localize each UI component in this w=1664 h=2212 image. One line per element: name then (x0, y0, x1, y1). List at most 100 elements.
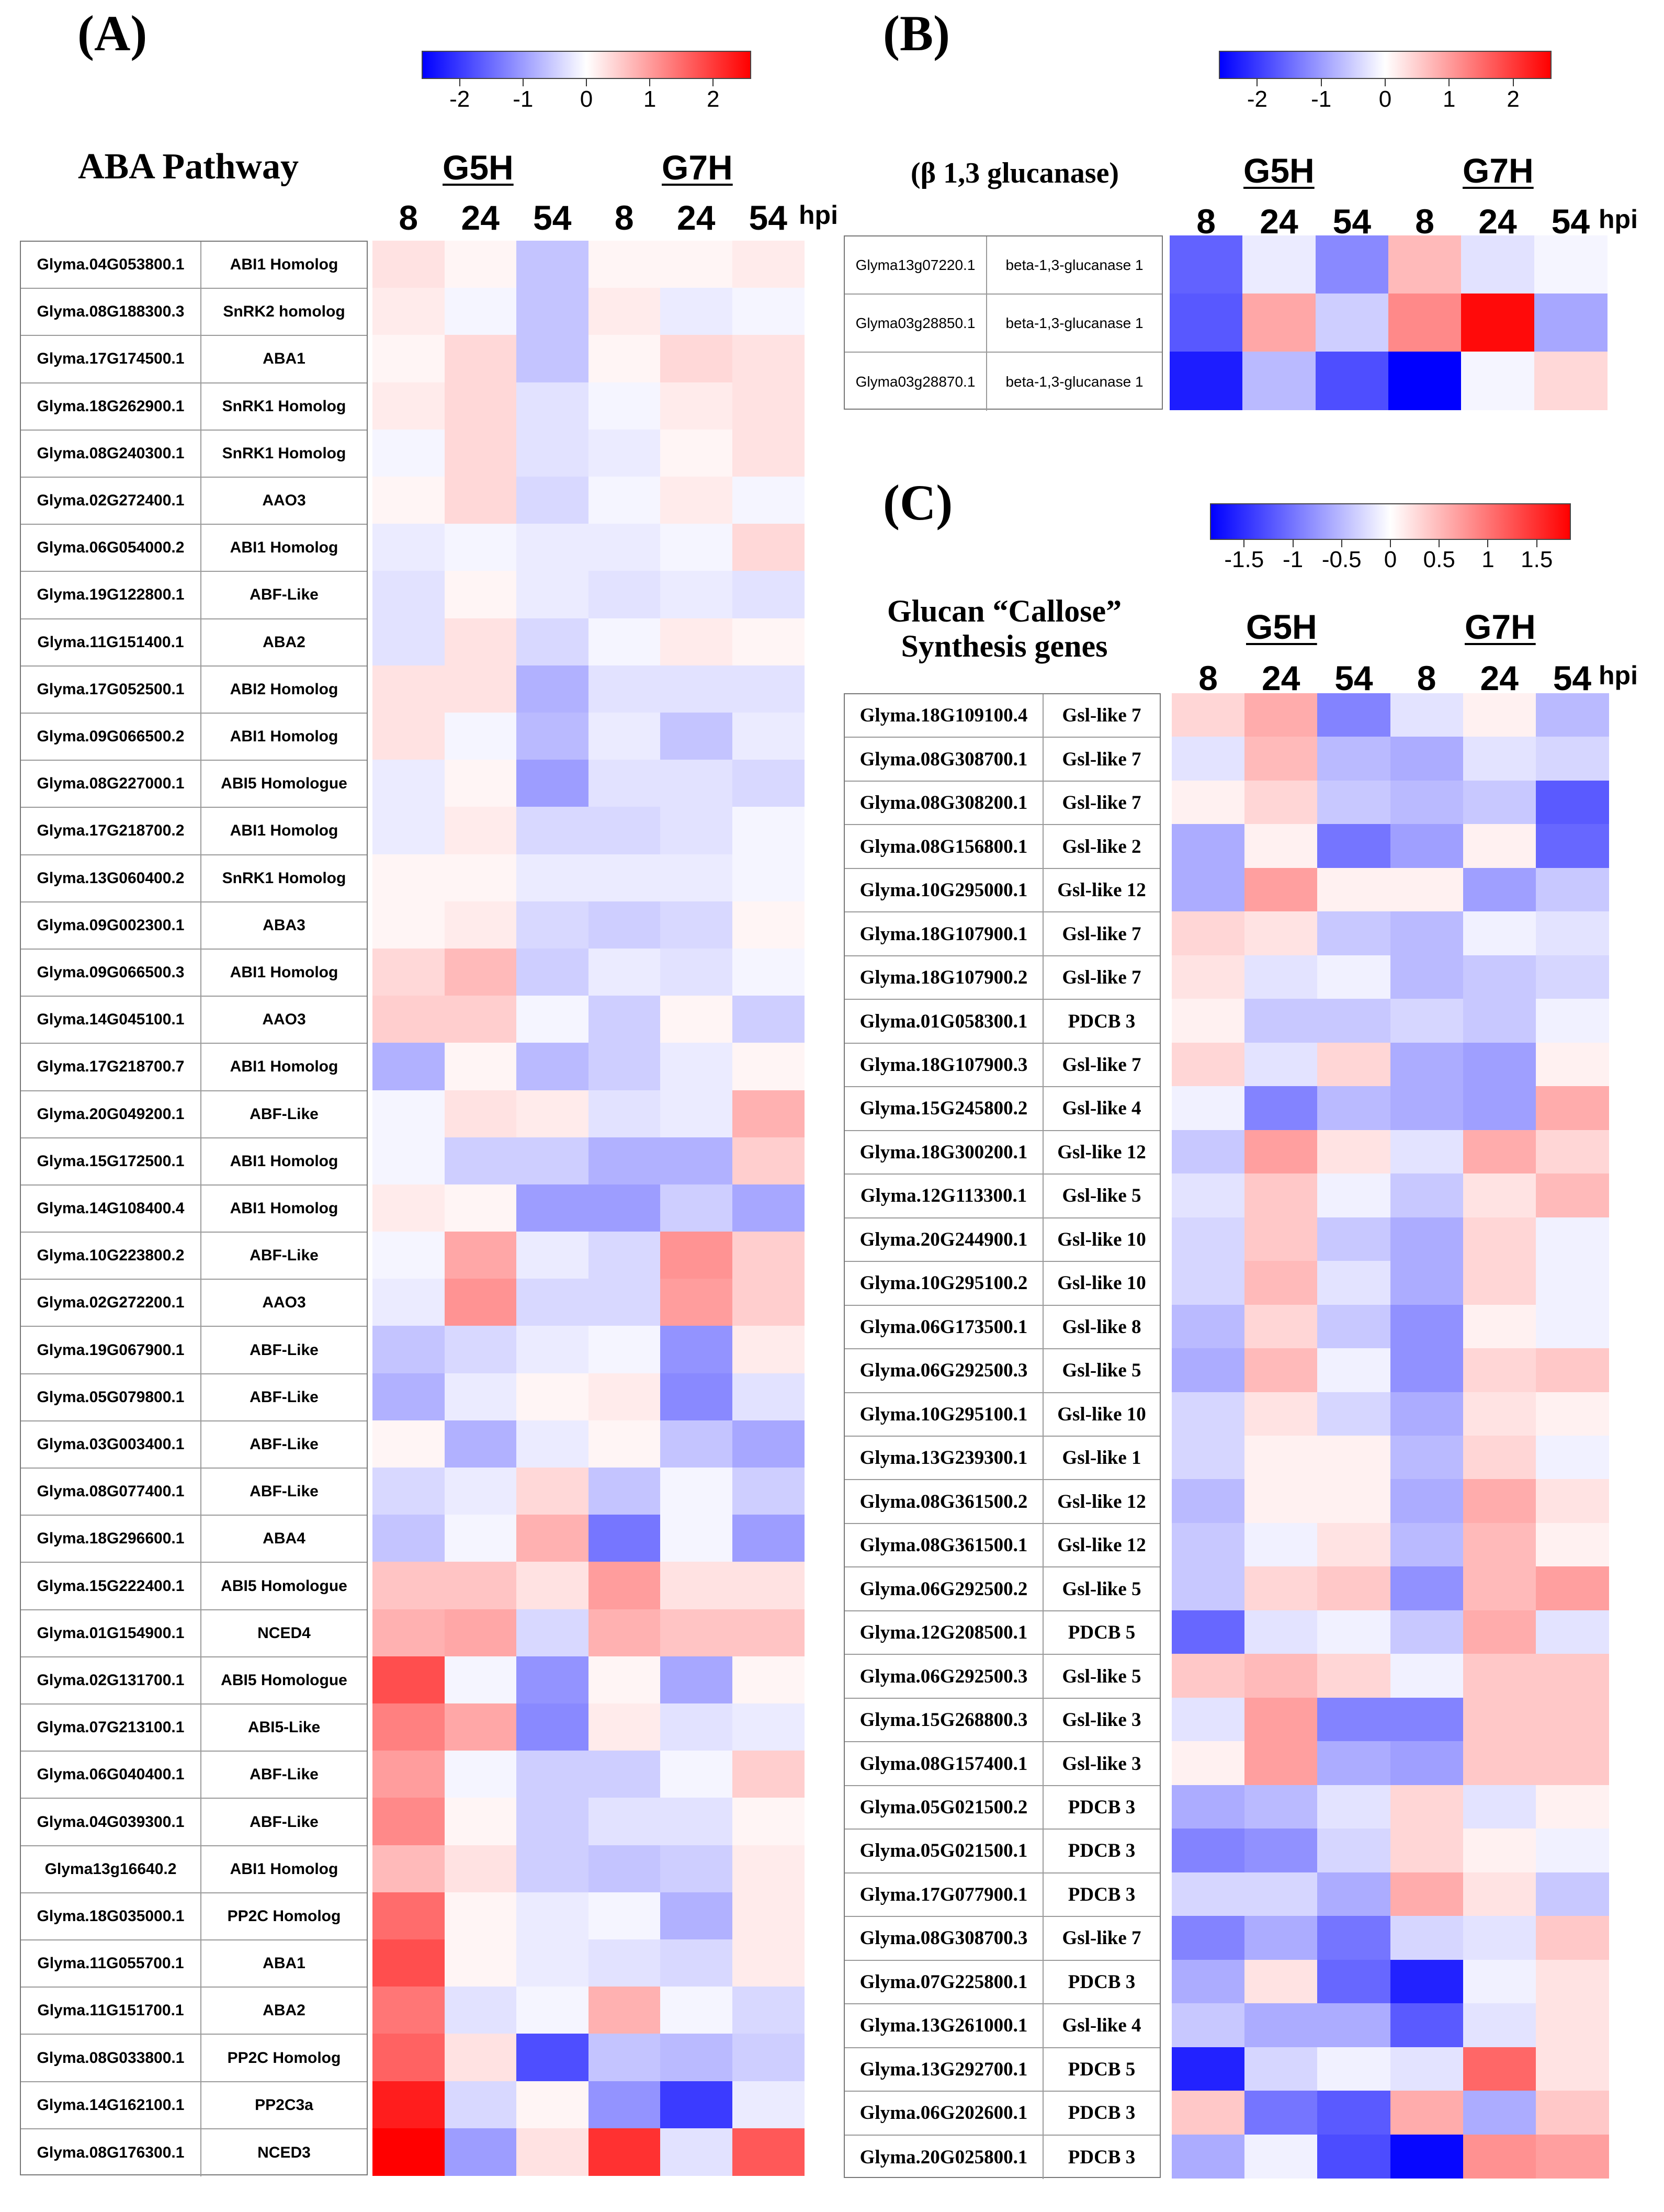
colorbar-tick-mark (459, 79, 460, 86)
heatmap-cell (1317, 1261, 1391, 1305)
gene-id: Glyma03g28850.1 (845, 295, 987, 352)
heatmap-cell (660, 618, 733, 666)
heatmap-cell (660, 948, 733, 996)
gene-id: Glyma.08G361500.2 (845, 1480, 1044, 1523)
gene-annotation: Gsl-like 7 (1062, 792, 1141, 814)
heatmap-cell (732, 1420, 805, 1468)
gene-annotation: Gsl-like 5 (1062, 1665, 1141, 1687)
gene-annotation: Gsl-like 10 (1057, 1228, 1146, 1250)
heatmap-cell (732, 948, 805, 996)
gene-id: Glyma.05G079800.1 (21, 1374, 201, 1420)
heatmap-cell (1172, 1304, 1245, 1349)
gene-id: Glyma.06G292500.2 (845, 1567, 1044, 1610)
heatmap-cell (1317, 1785, 1391, 1829)
gene-id: Glyma.08G361500.1 (845, 1523, 1044, 1567)
heatmap-cell (444, 807, 517, 855)
gene-annotation: Gsl-like 4 (1062, 1098, 1141, 1120)
heatmap-cell (1317, 2047, 1391, 2091)
heatmap-cell (516, 1373, 589, 1421)
gene-row: Glyma.08G176300.1 NCED3 (21, 2129, 367, 2176)
panel-c-letter: (C) (883, 475, 953, 531)
heatmap-cell (1172, 955, 1245, 999)
gene-id: Glyma.11G151400.1 (21, 619, 201, 665)
heatmap-cell (660, 2081, 733, 2129)
timepoint-label: 54 (749, 198, 787, 237)
gene-row: Glyma.12G113300.1 Gsl-like 5 (845, 1175, 1160, 1218)
heatmap-cell (1535, 2091, 1609, 2135)
heatmap-cell (444, 1987, 517, 2034)
heatmap-cell (1390, 1436, 1464, 1480)
panel-c-heatmap (1172, 693, 1609, 2179)
gene-annotation: NCED3 (257, 2143, 311, 2161)
heatmap-cell (444, 1043, 517, 1091)
heatmap-cell (444, 288, 517, 335)
gene-id: Glyma.15G222400.1 (21, 1563, 201, 1609)
heatmap-cell (660, 665, 733, 713)
gene-row: Glyma.08G308700.3 Gsl-like 7 (845, 1917, 1160, 1961)
heatmap-cell (516, 1798, 589, 1846)
gene-annotation: Gsl-like 5 (1062, 1185, 1141, 1207)
heatmap-cell (372, 524, 445, 571)
heatmap-cell (1170, 294, 1243, 352)
gene-id: Glyma.06G173500.1 (845, 1305, 1044, 1349)
heatmap-cell (732, 854, 805, 902)
gene-id: Glyma.18G262900.1 (21, 383, 201, 430)
heatmap-cell (1463, 1697, 1536, 1742)
heatmap-cell (1172, 1654, 1245, 1698)
gene-annotation: PDCB 3 (1068, 1883, 1136, 1905)
heatmap-cell (1317, 1654, 1391, 1698)
heatmap-cell (372, 1420, 445, 1468)
gene-row: Glyma.15G222400.1 ABI5 Homologue (21, 1563, 367, 1610)
heatmap-cell (1463, 693, 1536, 738)
heatmap-cell (1463, 1522, 1536, 1567)
heatmap-cell (1244, 1741, 1318, 1786)
gene-row: Glyma.20G244900.1 Gsl-like 10 (845, 1218, 1160, 1262)
gene-row: Glyma.13G239300.1 Gsl-like 1 (845, 1437, 1160, 1481)
heatmap-cell (444, 1703, 517, 1751)
heatmap-cell (1317, 955, 1391, 999)
heatmap-cell (516, 1515, 589, 1563)
gene-annotation: SnRK2 homolog (223, 303, 345, 321)
gene-annotation: Gsl-like 7 (1062, 1927, 1141, 1949)
heatmap-cell (1463, 999, 1536, 1043)
gene-annotation: ABI5 Homologue (221, 775, 347, 793)
heatmap-cell (732, 1798, 805, 1846)
timepoint-label: 24 (461, 198, 500, 237)
heatmap-cell (516, 854, 589, 902)
gene-annotation: AAO3 (262, 492, 306, 510)
heatmap-cell (444, 1420, 517, 1468)
heatmap-cell (444, 901, 517, 949)
gene-row: Glyma.06G054000.2 ABI1 Homolog (21, 525, 367, 572)
gene-id: Glyma.17G052500.1 (21, 666, 201, 713)
heatmap-cell (732, 665, 805, 713)
gene-id: Glyma.07G213100.1 (21, 1705, 201, 1751)
heatmap-cell (516, 335, 589, 383)
heatmap-cell (516, 901, 589, 949)
panel-b-gene-table: Glyma13g07220.1 beta-1,3-glucanase 1 Glyma… (844, 235, 1163, 411)
gene-row: Glyma.04G039300.1 ABF-Like (21, 1799, 367, 1846)
heatmap-cell (444, 1562, 517, 1610)
colorbar-tick-label: 1.5 (1521, 547, 1553, 572)
heatmap-cell (444, 1232, 517, 1279)
heatmap-cell (372, 948, 445, 996)
heatmap-cell (444, 1892, 517, 1940)
heatmap-cell (1317, 1959, 1391, 2004)
heatmap-cell (1388, 235, 1462, 294)
gene-id: Glyma.04G039300.1 (21, 1799, 201, 1845)
heatmap-cell (660, 1373, 733, 1421)
heatmap-cell (1244, 1130, 1318, 1174)
heatmap-cell (1317, 1522, 1391, 1567)
heatmap-cell (588, 1703, 661, 1751)
heatmap-cell (1390, 1261, 1464, 1305)
heatmap-cell (732, 712, 805, 760)
heatmap-cell (516, 1468, 589, 1515)
gene-row: Glyma.15G268800.3 Gsl-like 3 (845, 1698, 1160, 1743)
panel-c-gene-table: Glyma.18G109100.4 Gsl-like 7 Glyma.08G3087… (844, 693, 1161, 2179)
gene-annotation: ABA1 (263, 1955, 305, 1972)
heatmap-cell (1244, 1217, 1318, 1261)
heatmap-cell (1244, 2091, 1318, 2135)
heatmap-cell (1390, 911, 1464, 956)
colorbar-tick-mark (1385, 79, 1386, 86)
heatmap-cell (732, 807, 805, 855)
gene-annotation: ABI1 Homolog (230, 1152, 338, 1170)
